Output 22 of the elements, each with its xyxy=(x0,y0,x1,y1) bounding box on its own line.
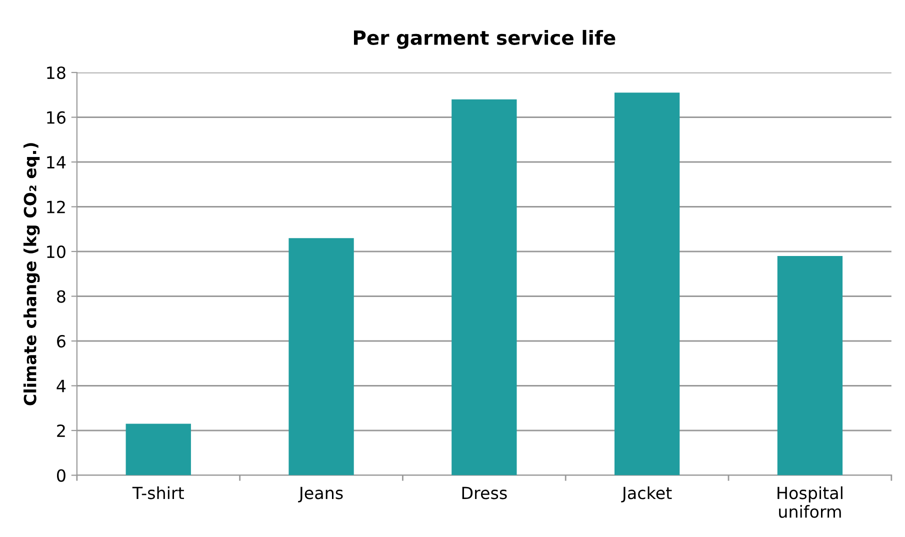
bar xyxy=(614,92,680,476)
y-tick-label: 0 xyxy=(57,469,66,482)
chart-title: Per garment service life xyxy=(354,30,616,49)
bar xyxy=(452,99,517,476)
y-tick-label: 18 xyxy=(47,66,66,80)
y-tick-label: 2 xyxy=(57,424,65,437)
x-tick-label: T-shirt xyxy=(132,486,184,500)
y-tick-label: 14 xyxy=(47,156,66,168)
y-tick-label: 4 xyxy=(56,380,66,392)
y-axis-title: Climate change (kg CO₂ eq.) xyxy=(23,143,40,406)
x-tick-label: Dress xyxy=(462,486,507,500)
y-tick-label: 10 xyxy=(47,245,66,258)
bar xyxy=(777,256,843,476)
x-tick-label: Hospital uniform xyxy=(778,486,842,518)
y-tick-label: 6 xyxy=(57,334,66,348)
bar xyxy=(288,238,354,476)
x-tick-label: Jeans xyxy=(298,486,343,502)
bar xyxy=(126,424,191,476)
y-tick-label: 12 xyxy=(47,200,65,214)
x-tick-label: Jacket xyxy=(621,486,672,502)
y-tick-label: 16 xyxy=(47,111,66,124)
y-tick-label: 8 xyxy=(57,290,66,303)
